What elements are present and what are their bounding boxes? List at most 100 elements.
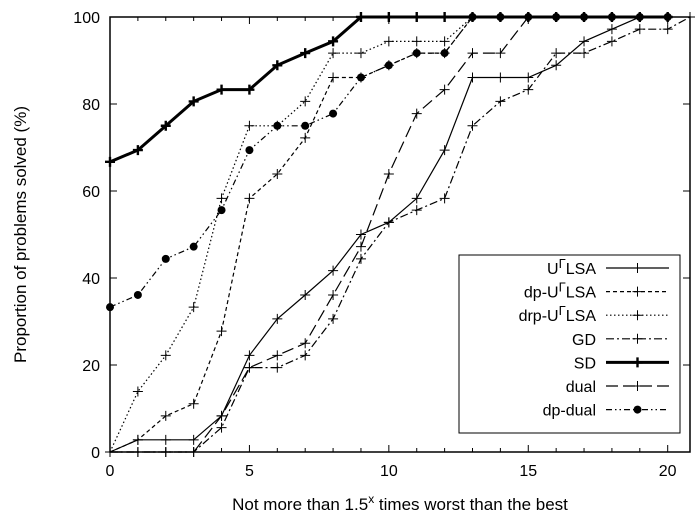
x-tick-label: 5 bbox=[245, 463, 254, 480]
data-point bbox=[411, 193, 422, 204]
data-point bbox=[188, 96, 199, 107]
data-point bbox=[467, 48, 478, 59]
x-tick-label: 20 bbox=[659, 463, 677, 480]
data-point bbox=[216, 422, 227, 433]
data-point bbox=[189, 242, 198, 251]
y-tick-label: 40 bbox=[82, 271, 100, 288]
legend-entry: UΓLSA bbox=[547, 256, 669, 278]
data-point bbox=[467, 120, 478, 131]
data-point bbox=[383, 169, 394, 180]
data-point bbox=[160, 410, 171, 421]
data-point bbox=[495, 96, 506, 107]
data-point bbox=[217, 206, 226, 215]
legend-label: drp-UΓLSA bbox=[519, 303, 597, 325]
legend-marker bbox=[632, 263, 643, 273]
legend-entry: GD bbox=[572, 332, 669, 349]
x-tick-label: 10 bbox=[380, 463, 398, 480]
legend-label: dual bbox=[566, 379, 596, 396]
x-axis-title: Not more than 1.5x times worst than the … bbox=[232, 492, 568, 514]
data-point bbox=[411, 108, 422, 119]
data-point bbox=[440, 49, 449, 58]
data-point bbox=[272, 313, 283, 324]
data-point bbox=[272, 350, 283, 361]
data-point bbox=[244, 350, 255, 361]
data-point bbox=[355, 241, 366, 252]
data-point bbox=[216, 84, 227, 95]
data-point bbox=[551, 60, 562, 71]
legend-marker bbox=[632, 381, 643, 391]
data-point bbox=[495, 48, 506, 59]
legend-marker bbox=[632, 357, 643, 368]
legend-entry: drp-UΓLSA bbox=[519, 303, 669, 325]
data-point bbox=[132, 434, 143, 445]
data-point bbox=[300, 350, 311, 361]
data-point bbox=[272, 169, 283, 180]
data-point bbox=[579, 48, 590, 59]
data-point bbox=[411, 205, 422, 216]
data-point bbox=[495, 72, 506, 83]
data-point bbox=[328, 36, 339, 47]
x-axis-title-main: Not more than 1.5 bbox=[232, 495, 368, 514]
data-point bbox=[355, 253, 366, 264]
legend-marker bbox=[632, 286, 643, 297]
data-point bbox=[216, 193, 227, 204]
data-point bbox=[356, 73, 365, 82]
legend-entry: dual bbox=[566, 379, 669, 396]
data-point bbox=[355, 48, 366, 59]
data-point bbox=[132, 145, 143, 156]
axes-layer: 0 20 40 60 80 100 0 5 10 15 20 bbox=[73, 10, 691, 480]
y-tick-label: 60 bbox=[82, 184, 100, 201]
data-point bbox=[467, 72, 478, 83]
legend-label: GD bbox=[572, 332, 596, 349]
data-point bbox=[300, 96, 311, 107]
x-axis-title-rest: times worst than the best bbox=[374, 495, 568, 514]
data-point bbox=[579, 36, 590, 47]
y-axis-title: Proportion of problems solved (%) bbox=[11, 106, 30, 363]
legend-entry: dp-UΓLSA bbox=[524, 280, 669, 302]
data-point bbox=[329, 109, 338, 118]
y-tick-label: 20 bbox=[82, 358, 100, 375]
data-point bbox=[355, 229, 366, 240]
data-point bbox=[300, 132, 311, 143]
data-point bbox=[161, 254, 170, 263]
data-point bbox=[384, 61, 393, 70]
data-point bbox=[606, 24, 617, 35]
data-point bbox=[160, 434, 171, 445]
legend-entry: dp-dual bbox=[543, 403, 669, 420]
data-point bbox=[328, 289, 339, 300]
data-point bbox=[300, 289, 311, 300]
data-point bbox=[133, 290, 142, 299]
data-point bbox=[328, 265, 339, 276]
legend-label: dp-UΓLSA bbox=[524, 280, 596, 302]
data-point bbox=[662, 24, 673, 35]
data-point bbox=[188, 302, 199, 313]
legend-entry: SD bbox=[574, 355, 669, 372]
data-point bbox=[523, 84, 534, 95]
data-point bbox=[328, 48, 339, 59]
x-axis-title-sup: x bbox=[368, 492, 374, 506]
y-tick-label: 0 bbox=[91, 445, 100, 462]
data-point bbox=[411, 36, 422, 47]
legend-box bbox=[458, 254, 681, 434]
legend-label: UΓLSA bbox=[547, 256, 596, 278]
legend-marker bbox=[632, 333, 643, 344]
data-point bbox=[606, 36, 617, 47]
data-point bbox=[439, 193, 450, 204]
data-point bbox=[273, 121, 282, 130]
legend-marker bbox=[632, 310, 643, 321]
data-point bbox=[216, 410, 227, 421]
data-point bbox=[551, 48, 562, 59]
data-point bbox=[244, 120, 255, 131]
y-tick-label: 80 bbox=[82, 97, 100, 114]
data-point bbox=[439, 84, 450, 95]
y-tick-label: 100 bbox=[73, 10, 100, 27]
data-point bbox=[244, 193, 255, 204]
data-point bbox=[272, 60, 283, 71]
data-point bbox=[439, 145, 450, 156]
data-point bbox=[300, 48, 311, 59]
legend-label: dp-dual bbox=[543, 403, 596, 420]
data-point bbox=[160, 120, 171, 131]
data-point bbox=[272, 362, 283, 373]
